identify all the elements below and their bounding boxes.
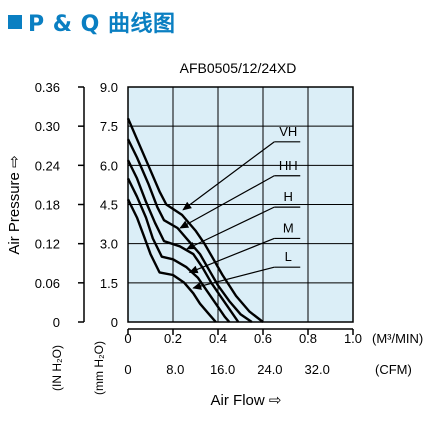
x-tick-label-cfm: 32.0 [305, 362, 330, 377]
y-tick-label-inh2o: 0.06 [35, 276, 60, 291]
series-arrow-m [188, 237, 275, 274]
series-arrow-h [186, 206, 275, 250]
y-tick-label-mmh2o: 7.5 [100, 119, 118, 134]
x-tick-label-m3min: 1.0 [344, 331, 362, 346]
y-tick-label-mmh2o: 1.5 [100, 276, 118, 291]
x-tick-label-m3min: 0 [124, 331, 131, 346]
curve-m [126, 177, 231, 323]
x-unit-cfm: (CFM) [375, 362, 412, 377]
y-tick-label-inh2o: 0.18 [35, 198, 60, 213]
y-tick-label-mmh2o: 6.0 [100, 158, 118, 173]
y-unit-mmh2o: (mm H₂O) [92, 341, 106, 395]
header-bullet-square [8, 15, 22, 29]
y-axis-inh2o: 0.36 0.30 0.24 0.18 0.12 0.06 0 [35, 80, 85, 330]
curve-l [126, 198, 217, 323]
x-tick-label-m3min: 0.8 [299, 331, 317, 346]
chart-title: AFB0505/12/24XD [180, 60, 297, 76]
x-tick-label-m3min: 0.4 [209, 331, 227, 346]
x-tick-label-m3min: 0.6 [254, 331, 272, 346]
y-axis-mmh2o: 9.0 7.5 6.0 4.5 3.0 1.5 0 [100, 80, 118, 330]
header: P & Q 曲线图 [8, 8, 176, 37]
page-title: P & Q 曲线图 [28, 12, 176, 37]
x-tick-label-m3min: 0.2 [164, 331, 182, 346]
y-tick-label-inh2o: 0.36 [35, 80, 60, 95]
series-label-l: L [285, 249, 292, 264]
curve-vh [126, 117, 264, 323]
series-label-m: M [283, 220, 294, 235]
series-label-hh: HH [279, 158, 298, 173]
y-tick-label-mmh2o: 3.0 [100, 237, 118, 252]
series-label-h: H [284, 189, 293, 204]
x-axis-m3min: 0 0.2 0.4 0.6 0.8 1.0 [124, 328, 362, 346]
y-unit-inh2o: (IN H₂O) [50, 345, 64, 391]
y-tick-label-mmh2o: 9.0 [100, 80, 118, 95]
x-tick-label-cfm: 0 [124, 362, 131, 377]
y-tick-label-inh2o: 0.24 [35, 158, 60, 173]
y-tick-label-mmh2o: 4.5 [100, 198, 118, 213]
x-axis-label: Air Flow ⇨ [211, 392, 282, 409]
series-label-vh: VH [279, 124, 297, 139]
x-tick-label-cfm: 24.0 [257, 362, 282, 377]
x-axis-cfm: 0 8.0 16.0 24.0 32.0 [124, 362, 329, 377]
y-tick-label-mmh2o: 0 [111, 315, 118, 330]
series-arrow-l [192, 266, 275, 290]
curve-h [126, 159, 240, 323]
series-arrow-hh [179, 175, 275, 229]
series-arrow-vh [182, 141, 275, 211]
y-axis-label: Air Pressure ⇨ [6, 155, 23, 254]
x-tick-label-cfm: 16.0 [210, 362, 235, 377]
x-tick-label-cfm: 8.0 [166, 362, 184, 377]
x-unit-m3min: (M³/MIN) [372, 331, 423, 346]
y-tick-label-inh2o: 0.12 [35, 237, 60, 252]
y-tick-label-inh2o: 0 [53, 315, 60, 330]
y-tick-label-inh2o: 0.30 [35, 119, 60, 134]
